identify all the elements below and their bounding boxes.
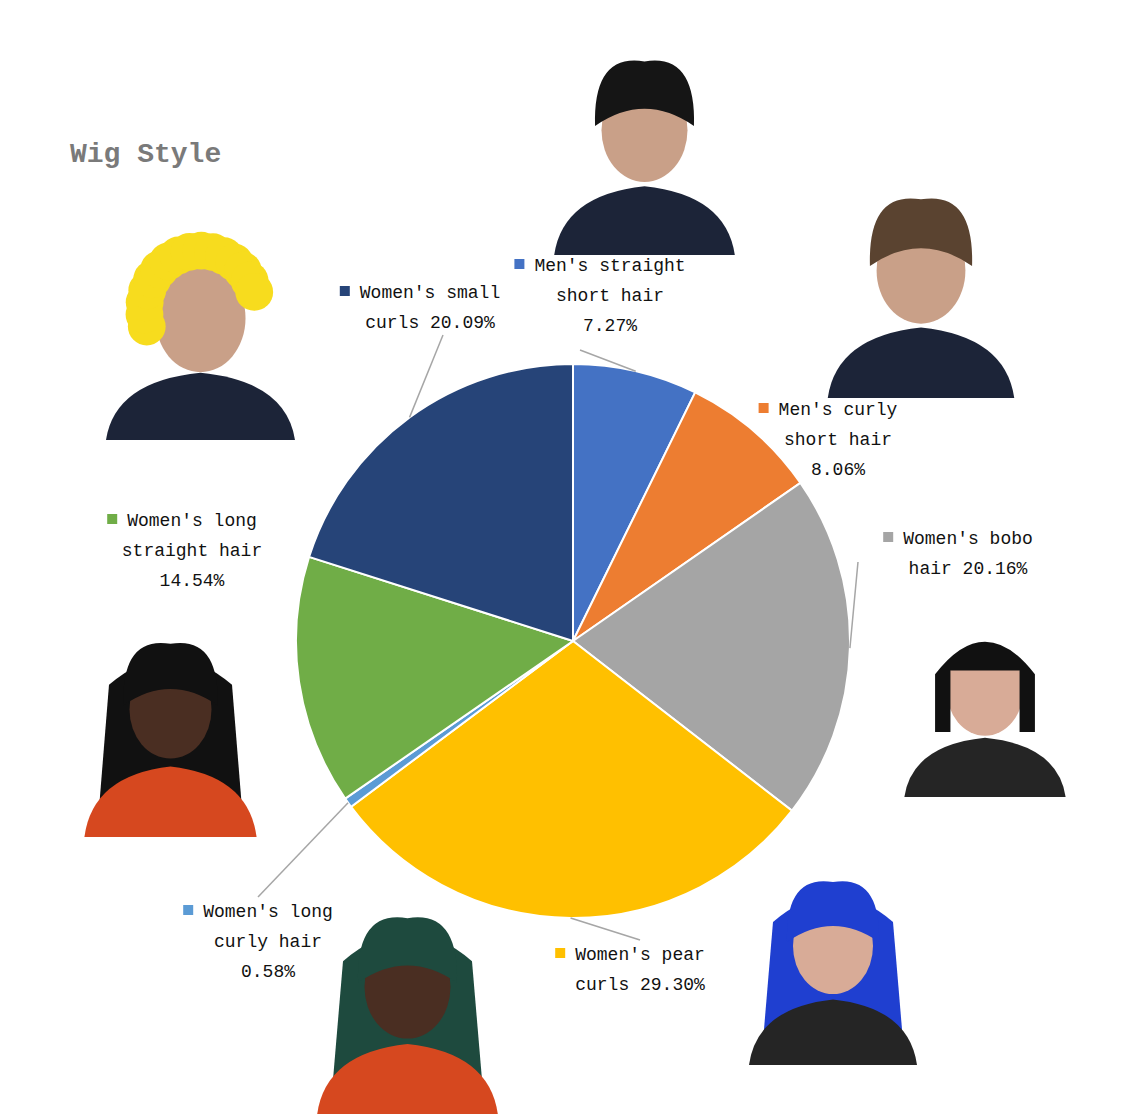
shoulders (84, 767, 256, 837)
portrait (828, 198, 1014, 398)
portrait (749, 881, 917, 1065)
wig (235, 273, 273, 311)
legend-swatch (514, 259, 524, 269)
category-label: Men's curly (779, 400, 898, 420)
slice-label: Women's long (127, 511, 257, 531)
leader-line (571, 918, 640, 940)
category-label: short hair (784, 430, 892, 450)
slice-label: 0.58% (241, 962, 295, 982)
value-label: 0.58% (241, 962, 295, 982)
slice-label: 14.54% (160, 571, 225, 591)
slice-label: 7.27% (583, 316, 637, 336)
category-label: straight hair (122, 541, 262, 561)
pie (296, 364, 850, 918)
pie-slice (309, 364, 573, 641)
slice-label: Men's curly (779, 400, 898, 420)
value-label: 7.27% (583, 316, 637, 336)
leader-line (850, 562, 858, 648)
slice-label: curls 29.30% (575, 975, 705, 995)
wig (123, 643, 217, 705)
value-label: 8.06% (811, 460, 865, 480)
slice-label: curls 20.09% (365, 313, 495, 333)
wig (595, 61, 694, 126)
category-label: hair (909, 559, 952, 579)
portrait (554, 61, 735, 255)
slice-label: Men's straight (534, 256, 685, 276)
legend-swatch (107, 514, 117, 524)
wig (358, 917, 457, 982)
category-label: Men's straight (534, 256, 685, 276)
portrait (106, 232, 295, 440)
shoulders (749, 999, 917, 1065)
slice-label: hair 20.16% (909, 559, 1028, 579)
wig (787, 881, 879, 942)
legend-swatch (759, 403, 769, 413)
value-label: 29.30% (629, 975, 705, 995)
portrait (317, 917, 498, 1114)
category-label: short hair (556, 286, 664, 306)
slice-label: straight hair (122, 541, 262, 561)
leader-line (258, 803, 348, 897)
category-label: Women's long (127, 511, 257, 531)
legend-swatch (340, 286, 350, 296)
slice-label: curly hair (214, 932, 322, 952)
slice-label: 8.06% (811, 460, 865, 480)
slice-label: Women's small (360, 283, 500, 303)
portrait (84, 643, 256, 837)
value-label: 14.54% (160, 571, 225, 591)
legend-swatch (883, 532, 893, 542)
value-label: 20.09% (419, 313, 495, 333)
portrait (904, 642, 1065, 797)
shoulders (317, 1044, 498, 1114)
category-label: Women's long (203, 902, 333, 922)
value-label: 20.16% (952, 559, 1028, 579)
leader-line (410, 335, 443, 417)
slice-label: short hair (556, 286, 664, 306)
leader-line (580, 350, 636, 371)
category-label: Women's small (360, 283, 500, 303)
category-label: Women's bobo (903, 529, 1033, 549)
category-label: curls (365, 313, 419, 333)
shoulders (904, 738, 1065, 797)
slice-label: Women's long (203, 902, 333, 922)
slice-label: short hair (784, 430, 892, 450)
category-label: curly hair (214, 932, 322, 952)
legend-swatch (555, 948, 565, 958)
wig (870, 198, 972, 266)
shoulders (106, 373, 295, 440)
slice-label: Women's pear (575, 945, 705, 965)
shoulders (554, 186, 735, 255)
shoulders (828, 328, 1014, 398)
title: Wig Style (70, 139, 221, 170)
slice-label: Women's bobo (903, 529, 1033, 549)
category-label: curls (575, 975, 629, 995)
legend-swatch (183, 905, 193, 915)
category-label: Women's pear (575, 945, 705, 965)
wig (935, 642, 1035, 732)
chart-root: Wig Style Men's straight short hair 7.27% Me… (0, 0, 1126, 1114)
